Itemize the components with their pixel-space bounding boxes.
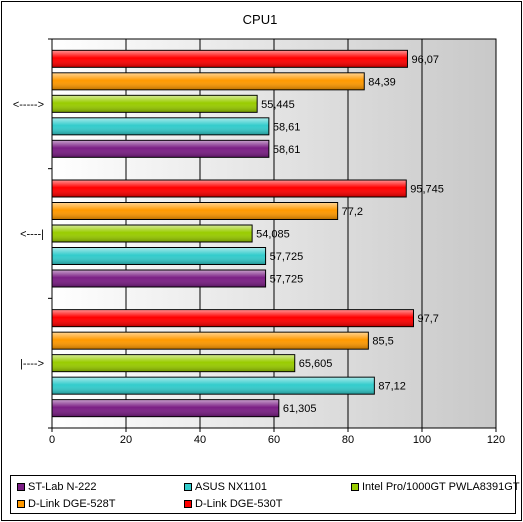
x-tick-label: 60: [268, 434, 280, 446]
bar-shading: [52, 400, 279, 417]
bar-shading: [52, 270, 266, 287]
data-label: 58,61: [273, 121, 301, 133]
bar-chart: CPU1 96,07 84,39 55,445 58,61 58,61 95,745 77,…: [13, 12, 505, 446]
data-label: 65,605: [299, 358, 333, 370]
axes: 0 20 40 60 80 100 120 <-----> <----| |---->: [13, 38, 505, 446]
legend-swatch: [17, 500, 25, 508]
x-tick-label: 40: [194, 434, 206, 446]
bar-shading: [52, 225, 252, 242]
x-tick-label: 20: [120, 434, 132, 446]
data-label: 61,305: [283, 403, 317, 415]
legend-label: ST-Lab N-222: [28, 481, 97, 493]
data-label: 84,39: [368, 76, 396, 88]
data-label: 96,07: [411, 54, 439, 66]
bar-shading: [52, 73, 364, 90]
legend-label: ASUS NX1101: [195, 481, 267, 493]
bar-shading: [52, 203, 338, 219]
data-label: 87,12: [378, 381, 406, 393]
data-label: 77,2: [342, 206, 363, 218]
legend-label: D-Link DGE-530T: [195, 498, 283, 510]
legend-label: Intel Pro/1000GT PWLA8391GT: [362, 481, 520, 493]
legend-swatch: [184, 483, 192, 491]
legend-item: D-Link DGE-528T: [17, 498, 115, 510]
category-label: <----|: [20, 229, 44, 241]
data-label: 58,61: [273, 144, 301, 156]
legend-swatch: [17, 483, 25, 491]
bar-shading: [52, 180, 406, 197]
data-label: 54,085: [256, 229, 290, 241]
bar-shading: [52, 310, 413, 327]
x-tick-label: 0: [49, 434, 55, 446]
data-label: 97,7: [417, 313, 438, 325]
data-label: 55,445: [261, 99, 295, 111]
x-tick-label: 100: [413, 434, 431, 446]
legend-label: D-Link DGE-528T: [28, 498, 116, 510]
bar-shading: [52, 140, 269, 157]
legend-item: ST-Lab N-222: [17, 481, 96, 493]
data-label: 95,745: [410, 184, 444, 196]
bar-shading: [52, 332, 368, 349]
legend-swatch: [184, 500, 192, 508]
bar-shading: [52, 377, 374, 394]
bar-shading: [52, 355, 295, 372]
bar-shading: [52, 95, 257, 112]
legend-item: D-Link DGE-530T: [184, 498, 282, 510]
bars: 96,07 84,39 55,445 58,61 58,61 95,745 77,2 54,0…: [51, 49, 444, 418]
bar-shading: [52, 248, 266, 264]
legend: ST-Lab N-222 ASUS NX1101 Intel Pro/1000GT …: [10, 475, 520, 514]
bar-shading: [52, 50, 407, 67]
chart-title: CPU1: [243, 12, 278, 27]
data-label: 57,725: [270, 274, 304, 286]
legend-item: ASUS NX1101: [184, 481, 267, 493]
x-tick-label: 80: [342, 434, 354, 446]
x-tick-label: 120: [487, 434, 505, 446]
data-label: 57,725: [270, 251, 304, 263]
legend-item: Intel Pro/1000GT PWLA8391GT: [351, 481, 520, 493]
category-label: |---->: [20, 358, 44, 370]
bar-shading: [52, 118, 269, 135]
category-label: <----->: [13, 99, 44, 111]
data-label: 85,5: [372, 336, 393, 348]
legend-swatch: [351, 483, 359, 491]
